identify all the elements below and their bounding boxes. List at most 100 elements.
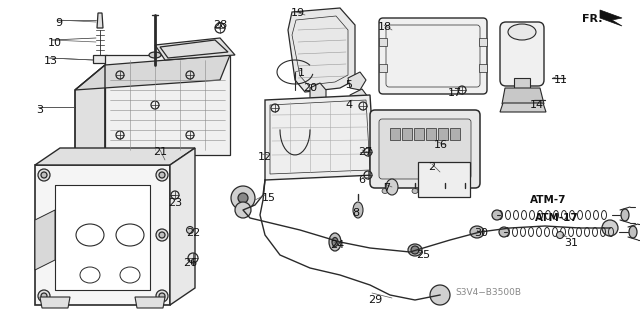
Circle shape bbox=[159, 293, 165, 299]
Polygon shape bbox=[35, 148, 195, 165]
Text: 6: 6 bbox=[358, 175, 365, 185]
Circle shape bbox=[499, 227, 509, 237]
Polygon shape bbox=[348, 72, 366, 90]
Polygon shape bbox=[75, 65, 105, 155]
Ellipse shape bbox=[120, 267, 140, 283]
Polygon shape bbox=[105, 55, 230, 155]
Ellipse shape bbox=[442, 189, 448, 194]
Circle shape bbox=[156, 169, 168, 181]
Bar bbox=[93, 55, 107, 63]
Bar bbox=[438, 128, 448, 140]
Polygon shape bbox=[35, 210, 55, 270]
FancyBboxPatch shape bbox=[379, 18, 487, 94]
Text: 18: 18 bbox=[378, 22, 392, 32]
Text: 20: 20 bbox=[303, 83, 317, 93]
Text: 13: 13 bbox=[44, 56, 58, 66]
Ellipse shape bbox=[629, 226, 637, 238]
Polygon shape bbox=[310, 83, 326, 100]
Circle shape bbox=[159, 232, 165, 238]
Text: 21: 21 bbox=[153, 147, 167, 157]
Text: 22: 22 bbox=[186, 228, 200, 238]
Polygon shape bbox=[600, 10, 622, 26]
FancyBboxPatch shape bbox=[370, 110, 480, 188]
Circle shape bbox=[38, 229, 50, 241]
Ellipse shape bbox=[76, 224, 104, 246]
Ellipse shape bbox=[470, 226, 484, 238]
Ellipse shape bbox=[332, 238, 338, 247]
Text: 30: 30 bbox=[474, 228, 488, 238]
Text: 8: 8 bbox=[352, 208, 359, 218]
Text: 19: 19 bbox=[291, 8, 305, 18]
Circle shape bbox=[238, 193, 248, 203]
Circle shape bbox=[38, 169, 50, 181]
Ellipse shape bbox=[557, 232, 563, 239]
Circle shape bbox=[492, 210, 502, 220]
Text: ATM-17: ATM-17 bbox=[535, 213, 579, 223]
Bar bbox=[426, 128, 436, 140]
Polygon shape bbox=[170, 148, 195, 305]
Polygon shape bbox=[55, 185, 150, 290]
Circle shape bbox=[231, 186, 255, 210]
Bar bbox=[514, 78, 530, 96]
Polygon shape bbox=[265, 95, 375, 180]
Polygon shape bbox=[40, 297, 70, 308]
Text: 24: 24 bbox=[330, 240, 344, 250]
Bar bbox=[414, 128, 424, 140]
Bar bbox=[379, 38, 387, 46]
Text: 4: 4 bbox=[345, 100, 352, 110]
Ellipse shape bbox=[386, 179, 398, 195]
Circle shape bbox=[159, 172, 165, 178]
Text: 14: 14 bbox=[530, 100, 544, 110]
Bar bbox=[402, 128, 412, 140]
Polygon shape bbox=[350, 89, 368, 108]
Circle shape bbox=[38, 290, 50, 302]
Ellipse shape bbox=[329, 233, 341, 251]
Circle shape bbox=[41, 293, 47, 299]
Bar bbox=[450, 128, 460, 140]
Text: 31: 31 bbox=[564, 238, 578, 248]
Ellipse shape bbox=[408, 244, 422, 256]
Circle shape bbox=[41, 232, 47, 238]
Polygon shape bbox=[35, 165, 170, 305]
Bar bbox=[479, 64, 487, 72]
Ellipse shape bbox=[382, 189, 388, 194]
Circle shape bbox=[156, 229, 168, 241]
Bar bbox=[479, 38, 487, 46]
Text: 9: 9 bbox=[55, 18, 62, 28]
Polygon shape bbox=[502, 88, 544, 104]
Ellipse shape bbox=[116, 224, 144, 246]
Ellipse shape bbox=[462, 189, 468, 194]
Text: 11: 11 bbox=[554, 75, 568, 85]
Text: 27: 27 bbox=[358, 147, 372, 157]
Text: 3: 3 bbox=[36, 105, 43, 115]
Text: 10: 10 bbox=[48, 38, 62, 48]
Text: 16: 16 bbox=[434, 140, 448, 150]
Bar bbox=[390, 128, 400, 140]
FancyBboxPatch shape bbox=[379, 119, 471, 179]
FancyBboxPatch shape bbox=[500, 22, 544, 86]
Ellipse shape bbox=[508, 24, 536, 40]
Text: ATM-7: ATM-7 bbox=[530, 195, 566, 205]
Circle shape bbox=[41, 172, 47, 178]
Circle shape bbox=[430, 285, 450, 305]
Text: 23: 23 bbox=[168, 198, 182, 208]
Bar bbox=[379, 64, 387, 72]
Ellipse shape bbox=[412, 189, 418, 194]
Text: 17: 17 bbox=[448, 88, 462, 98]
Circle shape bbox=[235, 202, 251, 218]
Text: 28: 28 bbox=[213, 20, 227, 30]
Text: 2: 2 bbox=[428, 162, 435, 172]
Circle shape bbox=[411, 246, 419, 254]
Polygon shape bbox=[288, 8, 355, 92]
Text: 12: 12 bbox=[258, 152, 272, 162]
Ellipse shape bbox=[149, 52, 161, 58]
Circle shape bbox=[602, 220, 618, 236]
Polygon shape bbox=[155, 38, 235, 60]
Text: 25: 25 bbox=[416, 250, 430, 260]
Text: 29: 29 bbox=[368, 295, 382, 305]
Text: FR.: FR. bbox=[582, 14, 602, 24]
Text: 15: 15 bbox=[262, 193, 276, 203]
Ellipse shape bbox=[186, 226, 193, 234]
Text: 7: 7 bbox=[383, 183, 390, 193]
Ellipse shape bbox=[80, 267, 100, 283]
